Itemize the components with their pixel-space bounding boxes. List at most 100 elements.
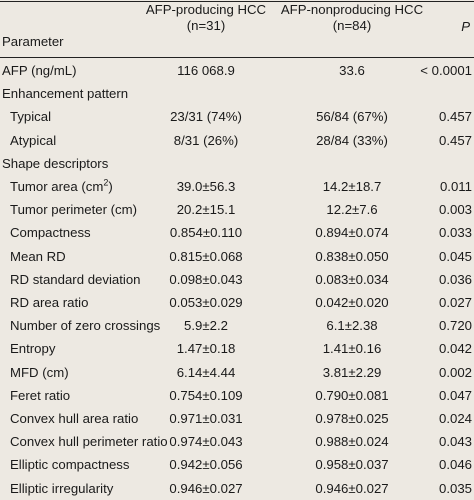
- header-afp-nonproducing-title: AFP-nonproducing HCC: [280, 2, 424, 17]
- table-section-row: Shape descriptors: [0, 152, 474, 175]
- row-afp-nonproducing-value: 0.790±0.081: [315, 387, 389, 403]
- row-label: MFD (cm): [10, 364, 69, 380]
- row-afp-nonproducing-value: 14.2±18.7: [322, 179, 382, 194]
- row-afp-producing-value: 0.754±0.109: [169, 387, 243, 403]
- row-afp-nonproducing-value: 0.988±0.024: [315, 434, 389, 450]
- row-label: RD standard deviation: [10, 271, 141, 287]
- row-afp-nonproducing-value: 0.978±0.025: [315, 411, 389, 426]
- row-label-text: Tumor area (cm: [10, 179, 104, 194]
- row-afp-nonproducing-value: 0.838±0.050: [315, 248, 389, 264]
- row-p-value: 0.011: [439, 179, 472, 194]
- table-row: Number of zero crossings 5.9±2.2 6.1±2.3…: [0, 314, 474, 337]
- row-afp-producing-value: 5.9±2.2: [184, 318, 228, 334]
- row-afp-producing-value: 0.815±0.068: [169, 248, 243, 264]
- row-label: Tumor area (cm2): [10, 175, 113, 198]
- row-p-value: 0.002: [438, 364, 472, 380]
- header-afp-producing: AFP-producing HCC (n=31): [136, 2, 276, 34]
- row-afp-producing-value: 0.854±0.110: [169, 225, 243, 241]
- table-row: Convex hull area ratio 0.971±0.031 0.978…: [0, 407, 474, 430]
- table-row: Elliptic irregularity 0.946±0.027 0.946±…: [0, 477, 474, 500]
- row-afp-producing-value: 0.971±0.031: [169, 411, 243, 426]
- section-label: Shape descriptors: [2, 155, 109, 171]
- table-row: Compactness 0.854±0.110 0.894±0.074 0.03…: [0, 221, 474, 244]
- row-p-value: 0.033: [438, 225, 472, 241]
- header-afp-producing-title: AFP-producing HCC: [145, 2, 267, 17]
- row-afp-producing-value: 0.942±0.056: [169, 457, 243, 473]
- table-row: RD standard deviation 0.098±0.043 0.083±…: [0, 268, 474, 291]
- row-p-value: 0.043: [438, 434, 472, 450]
- row-afp-producing-value: 20.2±15.1: [176, 202, 236, 218]
- row-label: RD area ratio: [10, 295, 89, 310]
- row-afp-nonproducing-value: 12.2±7.6: [326, 202, 378, 218]
- row-label: Typical: [10, 109, 52, 125]
- table-row: AFP (ng/mL) 116 068.9 33.6 < 0.0001: [0, 59, 474, 82]
- section-label: Enhancement pattern: [2, 86, 129, 102]
- row-afp-producing-value: 39.0±56.3: [176, 179, 236, 194]
- row-label: Feret ratio: [10, 387, 71, 403]
- row-afp-producing-value: 1.47±0.18: [176, 341, 236, 357]
- row-p-value: 0.003: [438, 202, 472, 218]
- row-p-value: 0.036: [438, 271, 472, 287]
- row-afp-producing-value: 0.098±0.043: [169, 271, 243, 287]
- row-afp-nonproducing-value: 0.894±0.074: [315, 225, 389, 241]
- row-p-value: 0.024: [438, 411, 472, 426]
- header-afp-producing-n: (n=31): [186, 18, 226, 33]
- table-row: Atypical 8/31 (26%) 28/84 (33%) 0.457: [0, 129, 474, 152]
- row-p-value: 0.457: [438, 132, 472, 148]
- row-p-value: 0.047: [438, 387, 472, 403]
- table-section-row: Enhancement pattern: [0, 82, 474, 105]
- header-rule: [0, 57, 474, 58]
- row-label: Elliptic irregularity: [10, 480, 114, 496]
- table-row: RD area ratio 0.053±0.029 0.042±0.020 0.…: [0, 291, 474, 314]
- row-afp-nonproducing-value: 1.41±0.16: [322, 341, 382, 357]
- row-p-value: 0.035: [438, 480, 472, 496]
- row-afp-producing-value: 0.946±0.027: [169, 480, 243, 496]
- table-row: Entropy 1.47±0.18 1.41±0.16 0.042: [0, 337, 474, 360]
- row-label: AFP (ng/mL): [2, 63, 77, 78]
- row-label: Convex hull area ratio: [10, 411, 139, 426]
- row-label: Mean RD: [10, 248, 66, 264]
- row-afp-producing-value: 0.974±0.043: [169, 434, 243, 450]
- row-p-value: 0.042: [438, 341, 472, 357]
- header-parameter: Parameter: [2, 34, 64, 49]
- row-p-value: 0.045: [438, 248, 472, 264]
- table-row: Tumor area (cm2) 39.0±56.3 14.2±18.7 0.0…: [0, 175, 474, 198]
- row-afp-nonproducing-value: 6.1±2.38: [326, 318, 378, 334]
- row-afp-producing-value: 23/31 (74%): [170, 109, 242, 125]
- table-row: Elliptic compactness 0.942±0.056 0.958±0…: [0, 453, 474, 476]
- row-afp-producing-value: 6.14±4.44: [176, 364, 236, 380]
- row-label: Compactness: [10, 225, 91, 241]
- table-row: Feret ratio 0.754±0.109 0.790±0.081 0.04…: [0, 384, 474, 407]
- row-label: Number of zero crossings: [10, 318, 161, 334]
- header-afp-nonproducing: AFP-nonproducing HCC (n=84): [278, 2, 426, 34]
- row-afp-nonproducing-value: 33.6: [339, 63, 365, 78]
- row-afp-nonproducing-value: 56/84 (67%): [316, 109, 388, 125]
- row-afp-nonproducing-value: 0.042±0.020: [315, 295, 389, 310]
- table-row: Tumor perimeter (cm) 20.2±15.1 12.2±7.6 …: [0, 198, 474, 221]
- row-afp-producing-value: 8/31 (26%): [173, 132, 239, 148]
- header-p-value: P: [461, 19, 470, 34]
- row-p-value: < 0.0001: [420, 63, 472, 78]
- table-row: MFD (cm) 6.14±4.44 3.81±2.29 0.002: [0, 361, 474, 384]
- row-afp-nonproducing-value: 3.81±2.29: [322, 364, 382, 380]
- row-label: Atypical: [10, 132, 57, 148]
- row-afp-nonproducing-value: 0.083±0.034: [315, 271, 389, 287]
- row-afp-nonproducing-value: 28/84 (33%): [316, 132, 388, 148]
- row-afp-producing-value: 0.053±0.029: [169, 295, 243, 310]
- row-p-value: 0.720: [438, 318, 472, 334]
- table-row: Convex hull perimeter ratio 0.974±0.043 …: [0, 430, 474, 453]
- row-label: Entropy: [10, 341, 56, 357]
- row-afp-nonproducing-value: 0.958±0.037: [315, 457, 389, 473]
- table-row: Typical 23/31 (74%) 56/84 (67%) 0.457: [0, 105, 474, 128]
- header-afp-nonproducing-n: (n=84): [332, 18, 372, 33]
- table-row: Mean RD 0.815±0.068 0.838±0.050 0.045: [0, 245, 474, 268]
- row-label-end: ): [108, 179, 113, 194]
- row-label: Tumor perimeter (cm): [10, 202, 138, 218]
- row-afp-nonproducing-value: 0.946±0.027: [315, 480, 389, 496]
- row-label: Elliptic compactness: [10, 457, 130, 473]
- table-header: Parameter AFP-producing HCC (n=31) AFP-n…: [0, 0, 474, 57]
- row-p-value: 0.457: [438, 109, 472, 125]
- row-p-value: 0.046: [438, 457, 472, 473]
- table-top-rule: [0, 1, 474, 2]
- row-afp-producing-value: 116 068.9: [177, 63, 235, 78]
